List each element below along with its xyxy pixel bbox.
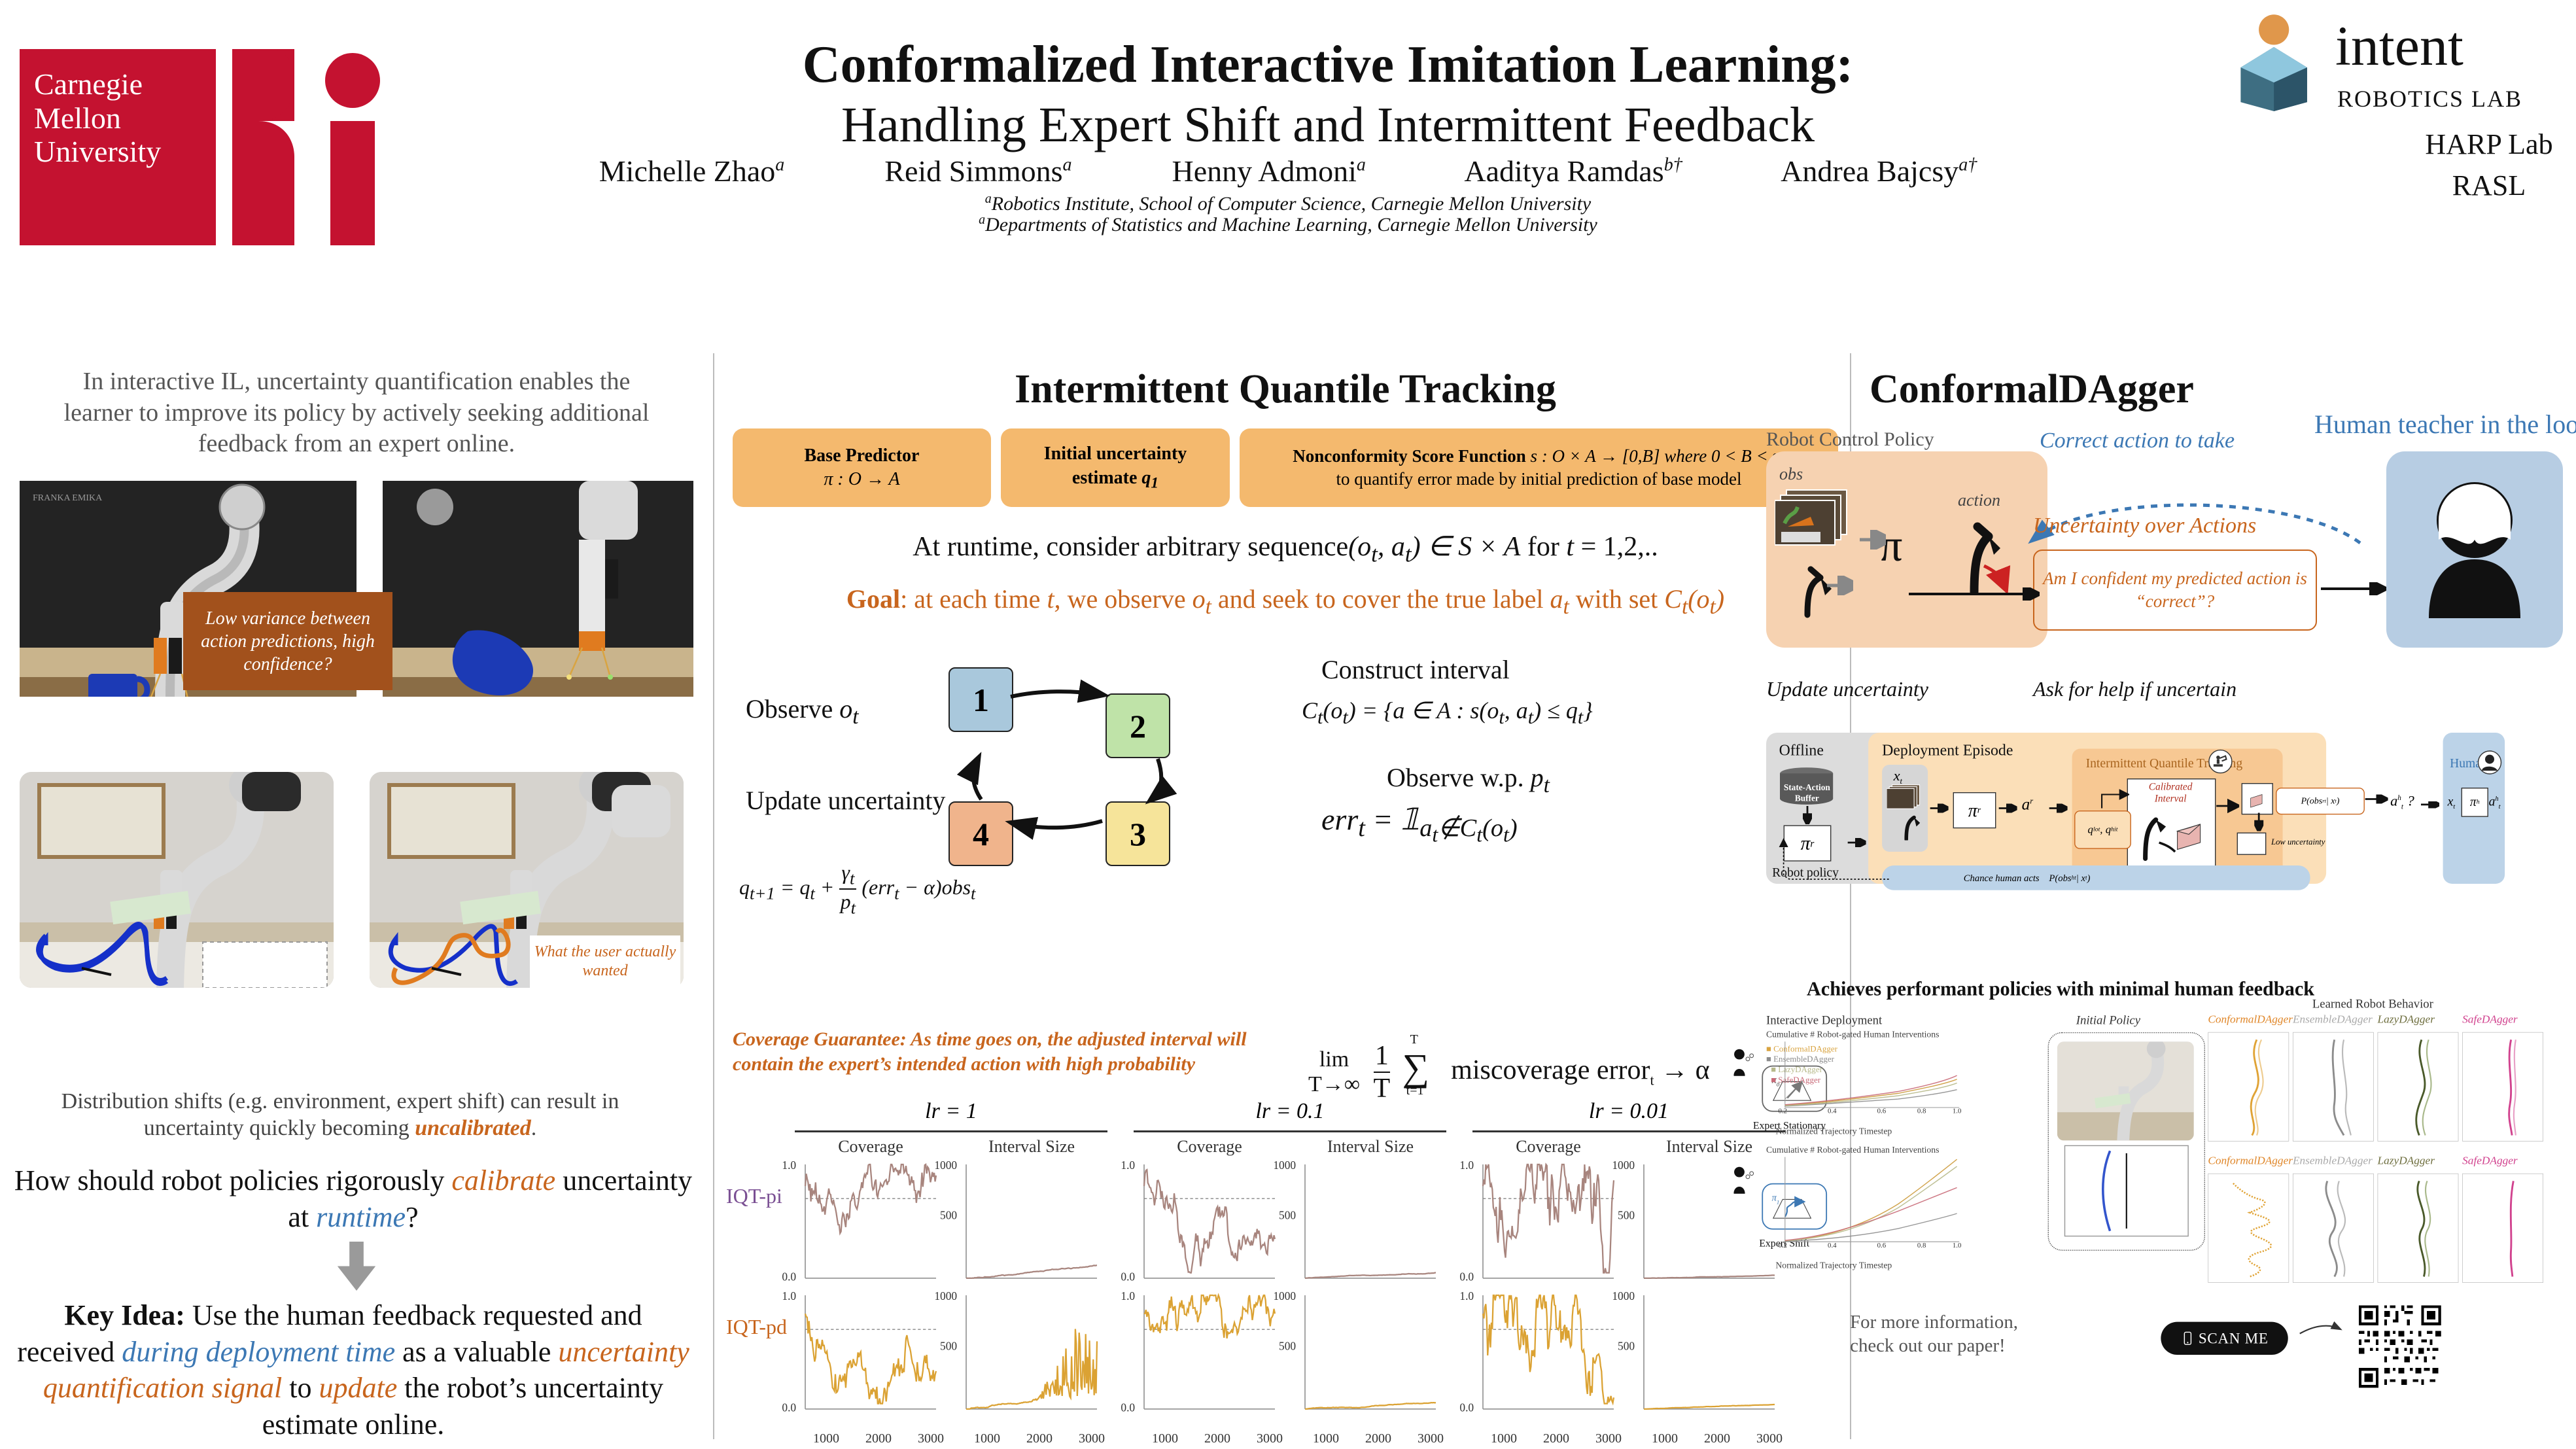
svg-text:0.0: 0.0 <box>1121 1401 1135 1414</box>
svg-text:500: 500 <box>1279 1340 1296 1352</box>
svg-text:1.0: 1.0 <box>1953 1242 1962 1249</box>
svg-text:0.0: 0.0 <box>782 1270 796 1283</box>
svg-text:1.0: 1.0 <box>1121 1159 1135 1172</box>
svg-text:0.0: 0.0 <box>782 1401 796 1414</box>
svg-text:0.6: 0.6 <box>1877 1108 1887 1115</box>
svg-text:0.8: 0.8 <box>1917 1108 1926 1115</box>
svg-text:1000: 1000 <box>1273 1159 1296 1172</box>
svg-text:1.0: 1.0 <box>782 1290 796 1302</box>
svg-text:500: 500 <box>1618 1340 1635 1352</box>
svg-text:1.0: 1.0 <box>1459 1290 1474 1302</box>
svg-text:1.0: 1.0 <box>1121 1290 1135 1302</box>
svg-text:0.6: 0.6 <box>1877 1242 1887 1249</box>
svg-text:1.0: 1.0 <box>1459 1159 1474 1172</box>
svg-text:0.4: 0.4 <box>1828 1108 1837 1115</box>
svg-text:1.0: 1.0 <box>1953 1108 1962 1115</box>
svg-text:0.4: 0.4 <box>1828 1242 1837 1249</box>
svg-text:1000: 1000 <box>1612 1159 1635 1172</box>
svg-text:500: 500 <box>1618 1209 1635 1221</box>
svg-text:0.2: 0.2 <box>1778 1108 1787 1115</box>
svg-text:1.0: 1.0 <box>782 1159 796 1172</box>
svg-text:0.0: 0.0 <box>1459 1401 1474 1414</box>
svg-text:FRANKA EMIKA: FRANKA EMIKA <box>33 493 103 503</box>
svg-text:0.0: 0.0 <box>1459 1270 1474 1283</box>
svg-text:0.0: 0.0 <box>1121 1270 1135 1283</box>
svg-text:1000: 1000 <box>1273 1290 1296 1302</box>
svg-text:1000: 1000 <box>934 1290 957 1302</box>
svg-text:0.8: 0.8 <box>1917 1242 1926 1249</box>
svg-text:500: 500 <box>940 1209 957 1221</box>
svg-text:500: 500 <box>940 1340 957 1352</box>
svg-text:1000: 1000 <box>934 1159 957 1172</box>
svg-text:500: 500 <box>1279 1209 1296 1221</box>
svg-text:0.2: 0.2 <box>1778 1242 1787 1249</box>
svg-text:1000: 1000 <box>1612 1290 1635 1302</box>
